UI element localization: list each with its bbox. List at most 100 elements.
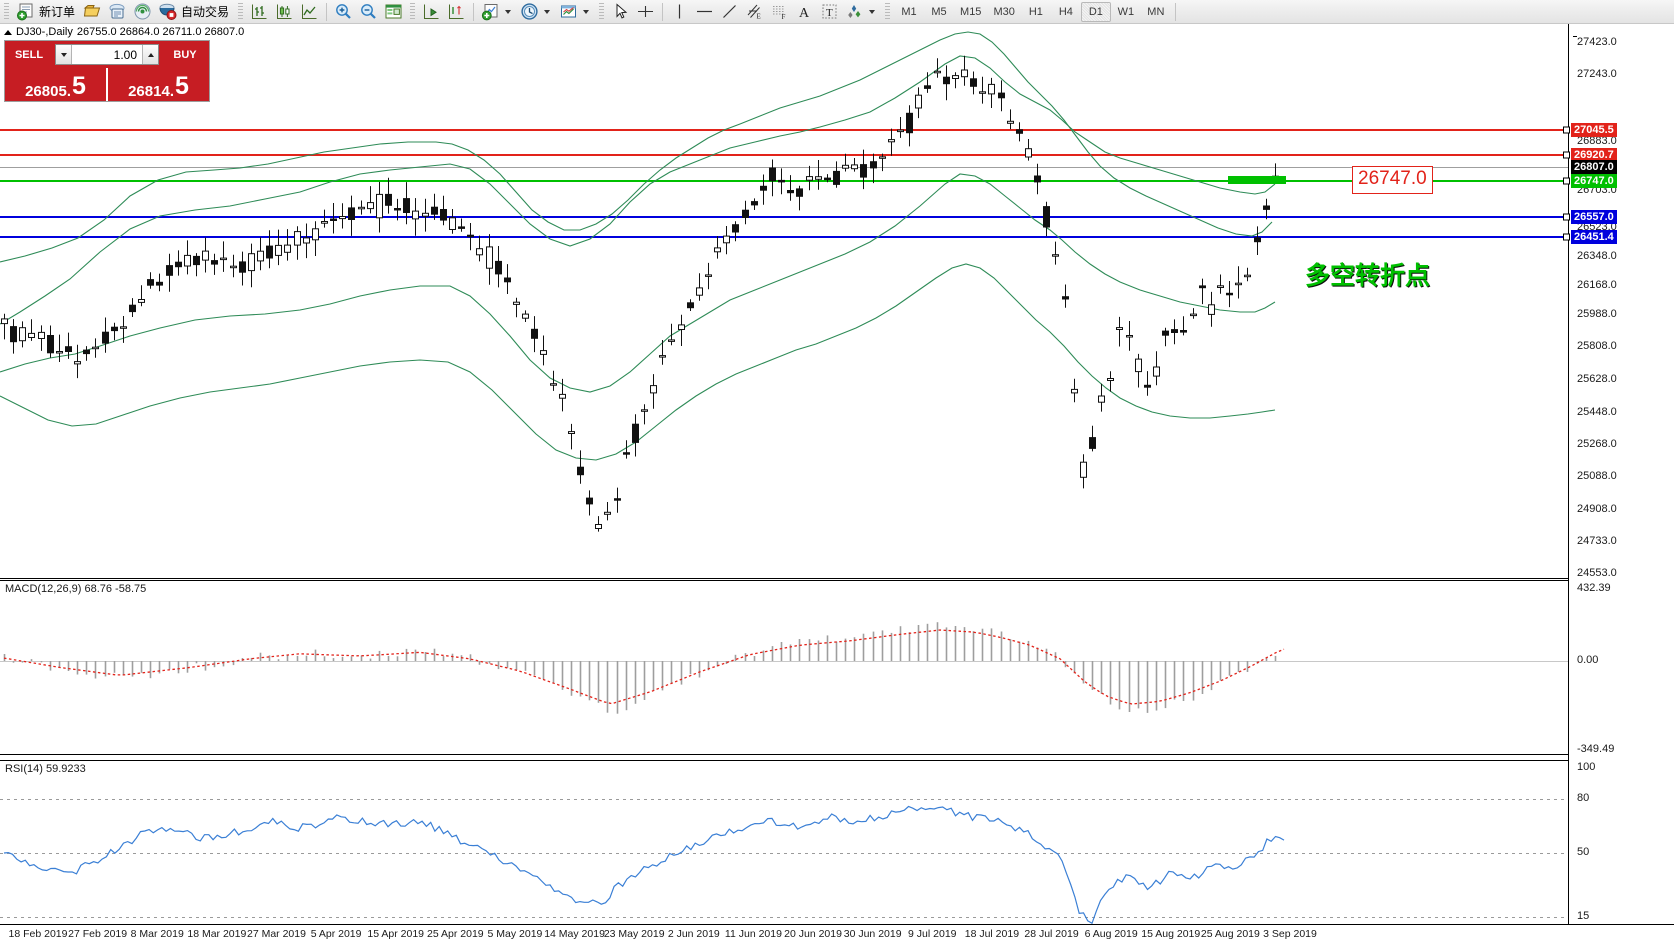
timeframe-m5-label: M5 bbox=[931, 5, 947, 18]
sell-price-decimal: 5 bbox=[71, 72, 86, 100]
candlestick-chart-button[interactable] bbox=[272, 1, 297, 23]
volume-decrease-button[interactable] bbox=[56, 45, 72, 64]
auto-scroll-button[interactable] bbox=[419, 1, 444, 23]
volume-increase-button[interactable] bbox=[142, 45, 158, 64]
volume-input[interactable]: 1.00 bbox=[72, 45, 142, 64]
timeframe-m15[interactable]: M15 bbox=[954, 2, 987, 22]
date-axis[interactable]: 18 Feb 2019 27 Feb 2019 8 Mar 2019 18 Mar 2… bbox=[0, 924, 1674, 944]
level-tag-support-1[interactable]: 26557.0 bbox=[1563, 210, 1617, 224]
macd-pane[interactable]: MACD(12,26,9) 68.76 -58.75 bbox=[0, 580, 1568, 754]
chevron-down-icon-volume bbox=[60, 52, 67, 57]
zoom-out-button[interactable] bbox=[356, 1, 381, 23]
one-click-trading-panel[interactable]: SELL 1.00 BUY 26805 . 5 26814 . 5 bbox=[4, 40, 210, 102]
level-tag-pivot[interactable]: 26747.0 bbox=[1563, 174, 1617, 188]
bar-chart-button[interactable] bbox=[247, 1, 272, 23]
new-order-button[interactable]: 新订单 bbox=[13, 1, 80, 23]
svg-text:A: A bbox=[799, 6, 810, 21]
level-handle-icon[interactable] bbox=[1563, 126, 1570, 134]
price-tick-label: 27423.0 bbox=[1573, 36, 1617, 48]
level-handle-icon[interactable] bbox=[1563, 213, 1570, 221]
rsi-indicator-label: RSI(14) 59.9233 bbox=[5, 763, 86, 775]
chevron-down-icon-3[interactable] bbox=[583, 9, 590, 14]
bar-chart-icon bbox=[252, 4, 267, 19]
timeframe-m5[interactable]: M5 bbox=[924, 2, 954, 22]
buy-price-integer: 26814 bbox=[128, 83, 170, 100]
trendline-tool[interactable] bbox=[717, 1, 742, 23]
support-line-26451[interactable] bbox=[0, 236, 1568, 238]
fibonacci-tool[interactable]: F bbox=[767, 1, 792, 23]
folder-icon bbox=[83, 5, 101, 17]
signals-button[interactable] bbox=[130, 1, 155, 23]
timeframe-mn-label: MN bbox=[1147, 5, 1165, 18]
level-handle-icon[interactable] bbox=[1563, 233, 1570, 241]
chevron-down-icon-4[interactable] bbox=[869, 9, 876, 14]
indicators-button[interactable] bbox=[478, 1, 517, 23]
vertical-line-tool[interactable] bbox=[667, 1, 692, 23]
rsi-tick-label: 80 bbox=[1577, 792, 1590, 804]
toolbar-grip-3[interactable] bbox=[410, 2, 416, 21]
zoom-in-button[interactable] bbox=[331, 1, 356, 23]
resistance-line-26920[interactable] bbox=[0, 154, 1568, 156]
terminal-button[interactable] bbox=[105, 1, 130, 23]
price-pane[interactable]: 26747.0 多空转折点 bbox=[0, 24, 1568, 578]
chevron-down-icon[interactable] bbox=[505, 9, 512, 14]
price-axis[interactable]: 27423.0 27243.0 26883.0 26703.0 26523.0 … bbox=[1563, 24, 1674, 944]
magnifier-minus-icon bbox=[361, 4, 376, 19]
text-label-tool[interactable]: T bbox=[817, 1, 842, 23]
chevron-down-icon-2[interactable] bbox=[544, 9, 551, 14]
toolbar-grip[interactable] bbox=[4, 2, 9, 21]
sell-price-separator: . bbox=[66, 83, 71, 100]
periods-button[interactable] bbox=[517, 1, 556, 23]
chart-shift-button[interactable] bbox=[444, 1, 469, 23]
template-icon bbox=[561, 5, 577, 18]
crosshair-tool[interactable] bbox=[633, 1, 658, 23]
timeframe-m1[interactable]: M1 bbox=[894, 2, 924, 22]
shapes-tool[interactable] bbox=[842, 1, 881, 23]
buy-button[interactable]: 26814 . 5 bbox=[108, 68, 209, 101]
new-order-icon bbox=[17, 3, 33, 21]
timeframe-m30[interactable]: M30 bbox=[987, 2, 1020, 22]
timeframe-mn[interactable]: MN bbox=[1141, 2, 1171, 22]
date-axis-label: 30 Jun 2019 bbox=[843, 928, 902, 940]
timeframe-h4-label: H4 bbox=[1058, 5, 1073, 18]
history-center-button[interactable] bbox=[80, 1, 105, 23]
chart-area[interactable]: 26747.0 多空转折点 MACD(12,26,9) 68.76 -58.75… bbox=[0, 24, 1674, 944]
cursor-tool[interactable] bbox=[608, 1, 633, 23]
text-tool[interactable]: A bbox=[792, 1, 817, 23]
templates-button[interactable] bbox=[556, 1, 595, 23]
volume-stepper[interactable]: 1.00 bbox=[55, 44, 159, 65]
toolbar-grip-4[interactable] bbox=[599, 2, 605, 21]
toolbar-grip-5[interactable] bbox=[885, 2, 891, 21]
date-axis-label: 5 Apr 2019 bbox=[310, 928, 362, 940]
equidistant-channel-tool[interactable]: E bbox=[742, 1, 767, 23]
auto-trading-button[interactable]: 自动交易 bbox=[155, 1, 234, 23]
turning-point-annotation: 多空转折点 bbox=[1305, 261, 1431, 290]
toolbar-grip-2[interactable] bbox=[238, 2, 244, 21]
level-tag-resistance-2[interactable]: 26920.7 bbox=[1563, 148, 1617, 162]
level-handle-icon[interactable] bbox=[1563, 151, 1570, 159]
date-axis-label: 23 May 2019 bbox=[603, 928, 665, 940]
timeframe-h4[interactable]: H4 bbox=[1051, 2, 1081, 22]
level-tag-support-2[interactable]: 26451.4 bbox=[1563, 230, 1617, 244]
support-line-26557[interactable] bbox=[0, 216, 1568, 218]
horizontal-line-tool[interactable] bbox=[692, 1, 717, 23]
tile-windows-button[interactable] bbox=[381, 1, 406, 23]
sell-button[interactable]: 26805 . 5 bbox=[5, 68, 108, 101]
pane-separator-1 bbox=[0, 578, 1568, 579]
last-price-line bbox=[0, 167, 1568, 168]
level-handle-icon[interactable] bbox=[1563, 177, 1570, 185]
rsi-pane[interactable]: RSI(14) 59.9233 bbox=[0, 760, 1568, 944]
date-axis-label: 28 Jul 2019 bbox=[1024, 928, 1079, 940]
price-tick-label: 25628.0 bbox=[1577, 373, 1617, 385]
timeframe-h1[interactable]: H1 bbox=[1021, 2, 1051, 22]
toolbar-separator-2 bbox=[473, 2, 475, 21]
timeframe-w1[interactable]: W1 bbox=[1111, 2, 1141, 22]
svg-text:T: T bbox=[826, 7, 833, 19]
pane-separator-2 bbox=[0, 754, 1568, 755]
level-tag-resistance-1[interactable]: 27045.5 bbox=[1563, 123, 1617, 137]
resistance-line-27045[interactable] bbox=[0, 129, 1568, 131]
macd-tick-label: 0.00 bbox=[1577, 654, 1599, 666]
new-order-label: 新订单 bbox=[39, 5, 76, 19]
timeframe-d1[interactable]: D1 bbox=[1080, 1, 1111, 22]
line-chart-button[interactable] bbox=[297, 1, 322, 23]
